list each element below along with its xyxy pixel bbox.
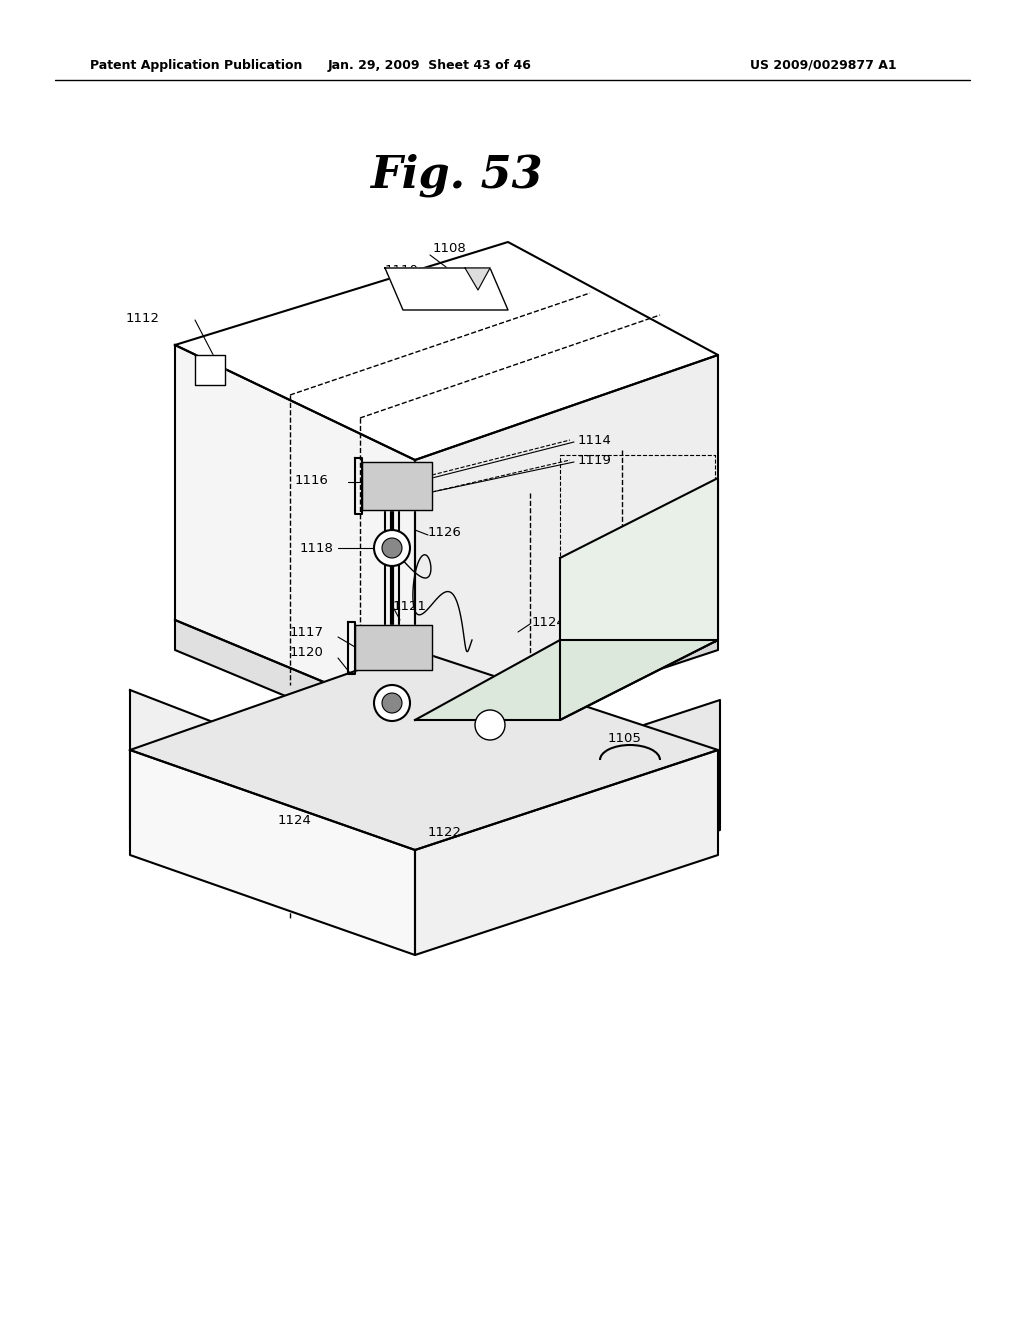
Text: 1114: 1114 [578, 433, 612, 446]
Circle shape [374, 685, 410, 721]
Polygon shape [130, 750, 415, 954]
Circle shape [382, 539, 402, 558]
Polygon shape [195, 355, 225, 385]
Text: Jan. 29, 2009  Sheet 43 of 46: Jan. 29, 2009 Sheet 43 of 46 [328, 58, 531, 71]
Polygon shape [175, 242, 718, 459]
Circle shape [382, 693, 402, 713]
Polygon shape [415, 620, 718, 750]
Polygon shape [415, 355, 718, 719]
Text: 1120: 1120 [290, 647, 324, 660]
Text: 1104: 1104 [658, 552, 692, 565]
Polygon shape [385, 268, 508, 310]
Text: 1124: 1124 [532, 615, 566, 628]
Polygon shape [415, 700, 720, 920]
Circle shape [374, 531, 410, 566]
Polygon shape [130, 690, 415, 920]
Polygon shape [560, 478, 718, 719]
Circle shape [475, 710, 505, 741]
Text: 1118: 1118 [300, 541, 334, 554]
Text: Patent Application Publication: Patent Application Publication [90, 58, 302, 71]
Text: 1121: 1121 [393, 601, 427, 614]
Polygon shape [130, 649, 718, 850]
Polygon shape [465, 268, 490, 290]
Text: 1126: 1126 [428, 527, 462, 540]
Text: US 2009/0029877 A1: US 2009/0029877 A1 [750, 58, 897, 71]
Text: 1122: 1122 [428, 825, 462, 838]
Polygon shape [175, 620, 415, 750]
Text: 1108: 1108 [433, 242, 467, 255]
Text: 1105: 1105 [608, 731, 642, 744]
Polygon shape [175, 345, 415, 719]
Text: 1117: 1117 [290, 627, 324, 639]
Polygon shape [355, 624, 432, 671]
Text: 1122: 1122 [635, 565, 669, 578]
Text: 1110: 1110 [385, 264, 419, 276]
Text: 1119: 1119 [578, 454, 612, 466]
Text: Fig. 53: Fig. 53 [370, 153, 543, 197]
Text: 1124: 1124 [278, 813, 312, 826]
Text: 1116: 1116 [295, 474, 329, 487]
Polygon shape [415, 640, 718, 719]
Polygon shape [362, 462, 432, 510]
Polygon shape [415, 750, 718, 954]
Text: 1112: 1112 [126, 312, 160, 325]
